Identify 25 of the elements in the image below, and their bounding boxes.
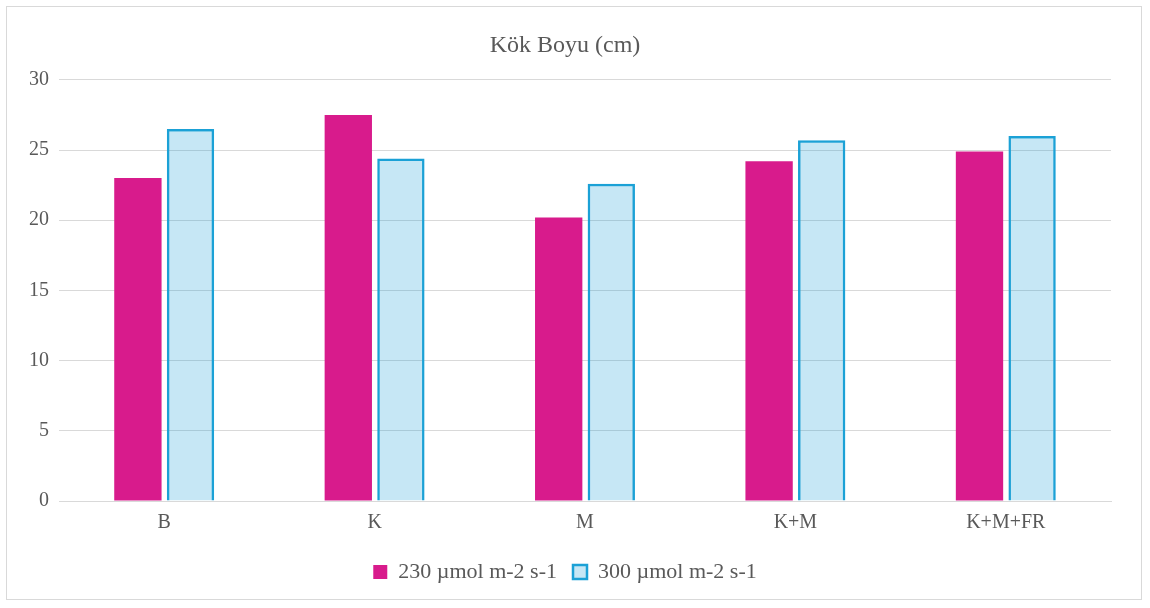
chart-title: Kök Boyu (cm) xyxy=(489,30,641,57)
y-tick-label: 20 xyxy=(29,207,49,230)
x-tick-label: K xyxy=(367,510,383,533)
y-tick-label: 15 xyxy=(29,277,49,300)
bar xyxy=(166,128,215,501)
y-tick-label: 5 xyxy=(39,418,49,441)
y-tick-label: 10 xyxy=(29,347,49,370)
x-tick-label: M xyxy=(576,510,595,533)
bar xyxy=(587,183,635,501)
bar xyxy=(1008,135,1056,501)
x-tick-label: K+M+FR xyxy=(966,510,1047,533)
x-tick-label: B xyxy=(157,510,171,533)
bar xyxy=(535,217,583,501)
y-tick-label: 30 xyxy=(29,67,49,90)
bar xyxy=(798,140,846,501)
bar xyxy=(324,114,372,501)
bar xyxy=(955,151,1004,501)
legend-label: 300 µmol m-2 s-1 xyxy=(598,557,757,583)
bar xyxy=(745,161,793,501)
y-tick-label: 0 xyxy=(39,488,49,511)
y-tick-label: 25 xyxy=(29,137,49,160)
bar xyxy=(114,178,162,501)
x-tick-label: K+M xyxy=(773,510,818,533)
legend-label: 230 µmol m-2 s-1 xyxy=(398,557,558,583)
bar xyxy=(377,158,425,501)
